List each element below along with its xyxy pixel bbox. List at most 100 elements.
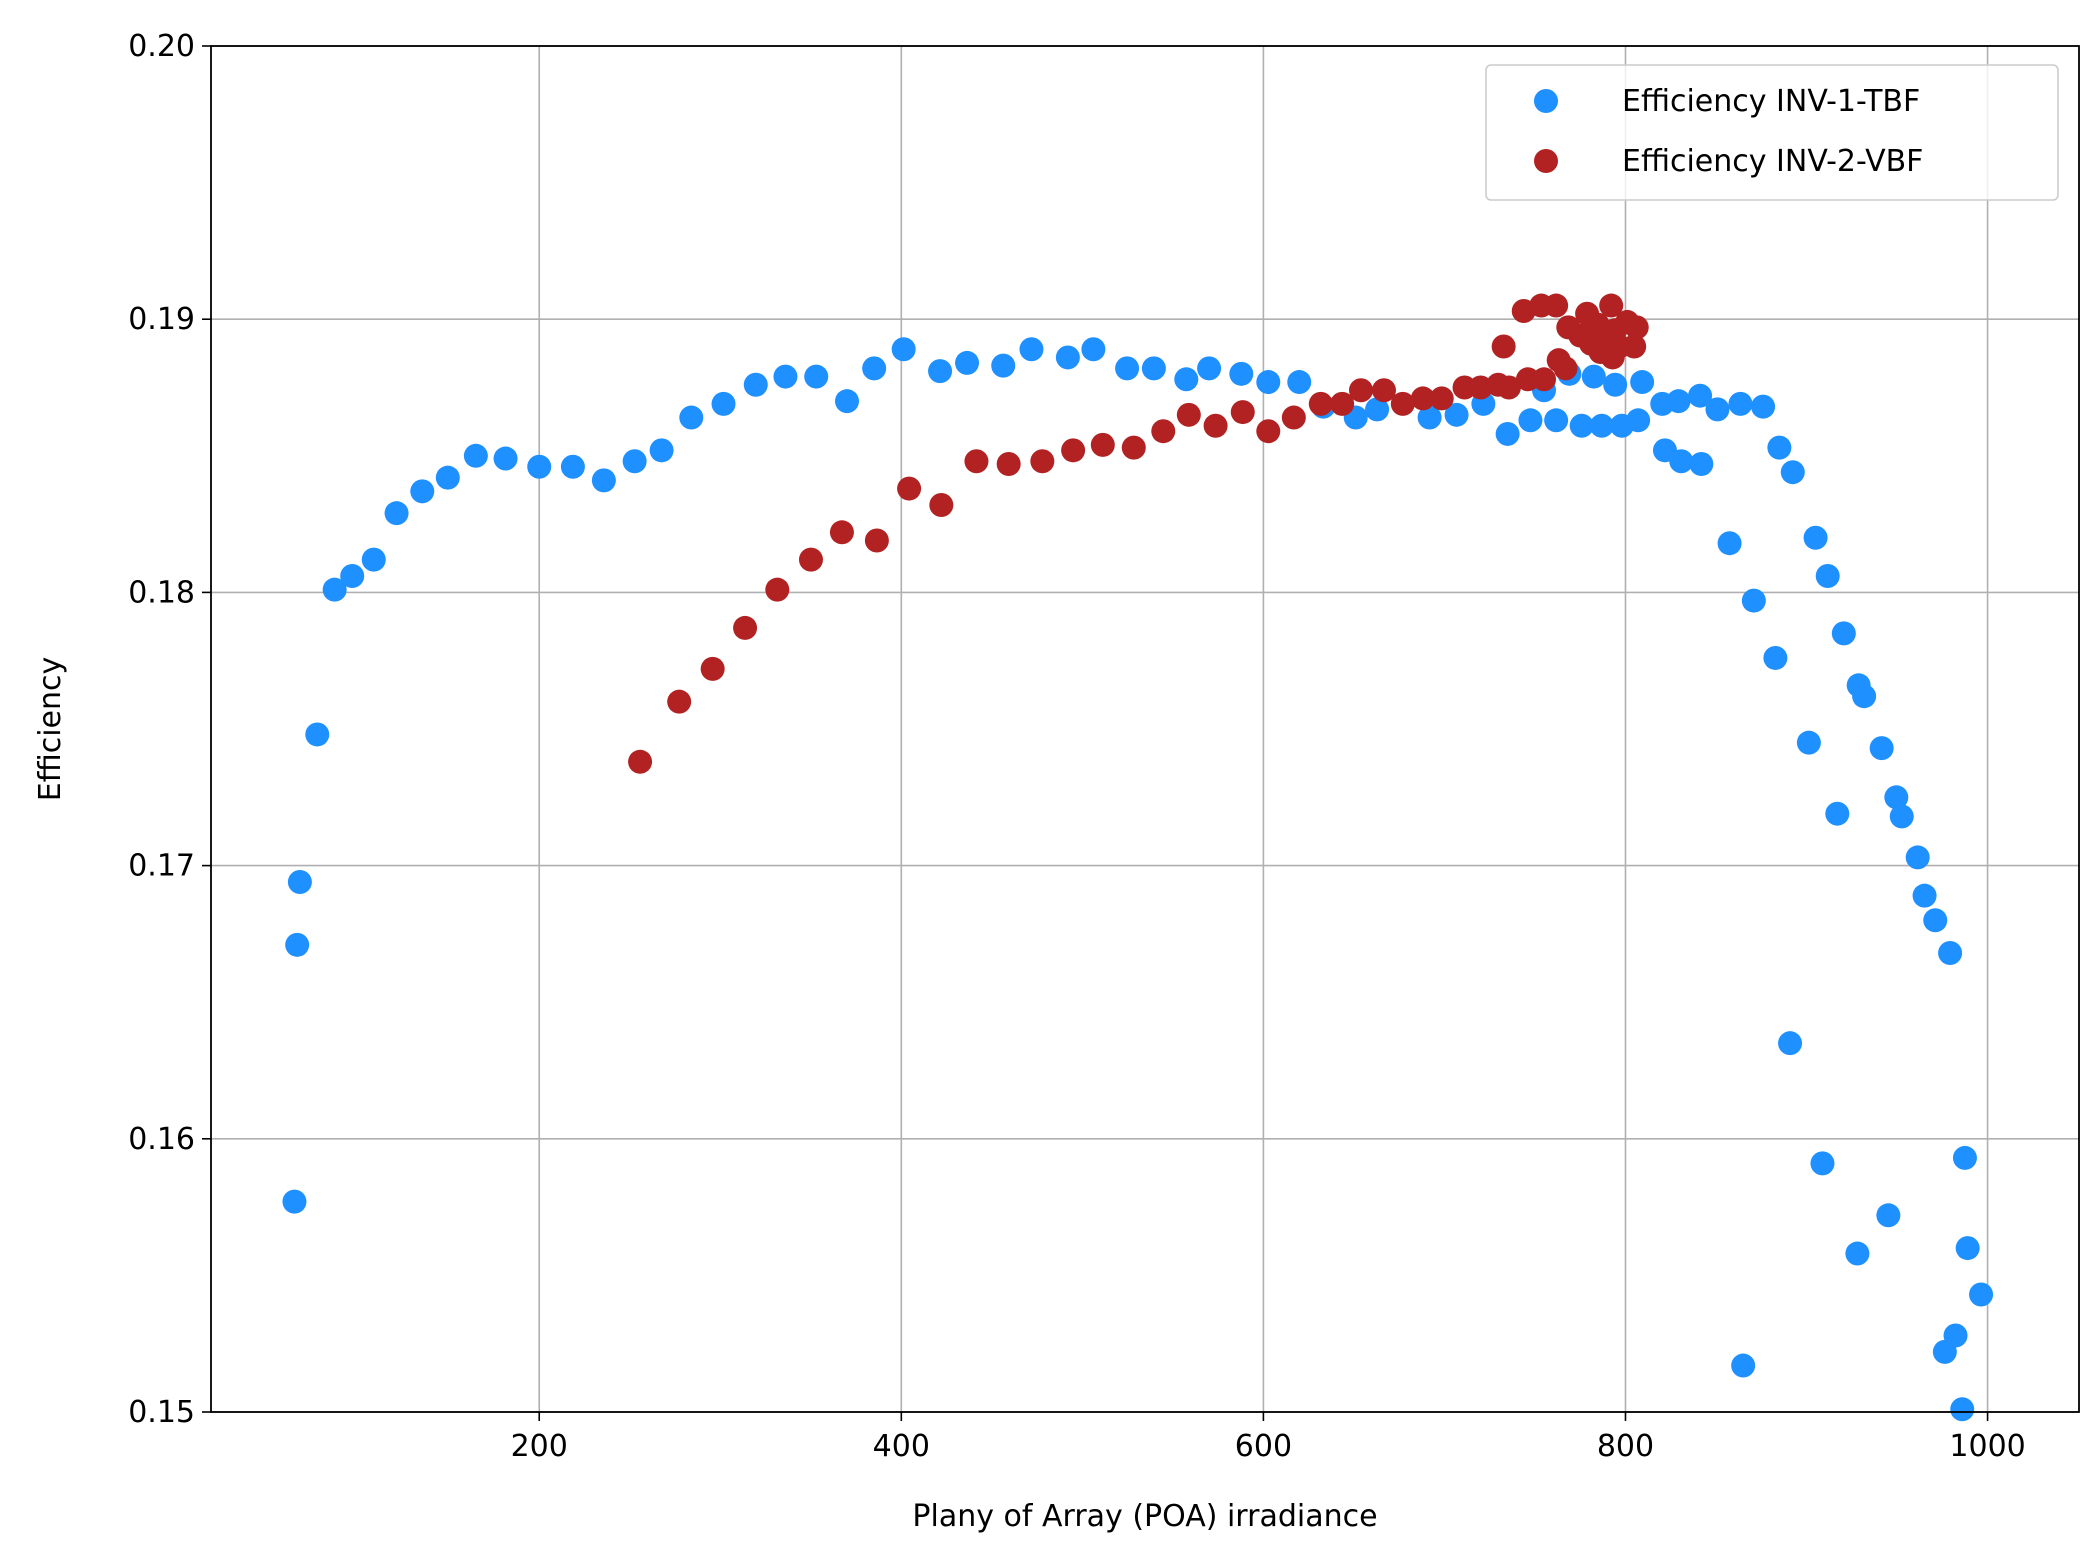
- point: [1938, 941, 1963, 966]
- point: [1666, 389, 1691, 414]
- point: [1371, 378, 1396, 403]
- point: [1061, 438, 1086, 463]
- point: [1741, 588, 1766, 613]
- x-tick-label: 1000: [1949, 1429, 2025, 1464]
- point: [1390, 391, 1415, 416]
- point: [1544, 293, 1569, 318]
- y-tick-label: 0.20: [128, 29, 195, 64]
- point: [1410, 386, 1435, 411]
- point: [1115, 356, 1140, 381]
- point: [1952, 1145, 1977, 1170]
- point: [1203, 413, 1228, 438]
- point: [1884, 785, 1909, 810]
- y-tick-label: 0.18: [128, 575, 195, 610]
- point: [1019, 337, 1044, 362]
- point: [1256, 370, 1281, 395]
- point: [1496, 375, 1521, 400]
- point: [862, 356, 887, 381]
- point: [1491, 334, 1516, 359]
- point: [1626, 408, 1651, 433]
- point: [1889, 804, 1914, 829]
- legend-box: [1485, 64, 2059, 201]
- point: [1468, 375, 1493, 400]
- point: [964, 449, 989, 474]
- point: [1197, 356, 1222, 381]
- y-tick-label: 0.19: [128, 302, 195, 337]
- point: [1969, 1282, 1994, 1307]
- point: [996, 451, 1021, 476]
- point: [1831, 621, 1856, 646]
- point: [1532, 367, 1557, 392]
- point: [493, 446, 518, 471]
- point: [773, 364, 798, 389]
- point: [435, 465, 460, 490]
- x-tick-label: 600: [1235, 1429, 1292, 1464]
- point: [1778, 1031, 1803, 1056]
- point: [1815, 564, 1840, 589]
- point: [1950, 1397, 1975, 1422]
- point: [1905, 845, 1930, 870]
- point: [1444, 402, 1469, 427]
- point: [1717, 531, 1742, 556]
- point: [1669, 449, 1694, 474]
- point: [667, 689, 692, 714]
- point: [1256, 419, 1281, 444]
- point: [829, 520, 854, 545]
- point: [527, 454, 552, 479]
- point: [1955, 1236, 1980, 1261]
- point: [1751, 394, 1776, 419]
- point: [628, 749, 653, 774]
- point: [1923, 908, 1948, 933]
- point: [1230, 400, 1255, 425]
- point: [891, 337, 916, 362]
- point: [1544, 408, 1569, 433]
- x-axis-label: Plany of Array (POA) irradiance: [912, 1499, 1377, 1534]
- point: [743, 372, 768, 397]
- point: [897, 476, 922, 501]
- point: [1728, 391, 1753, 416]
- legend-marker: [1534, 149, 1558, 173]
- point: [305, 722, 330, 747]
- point: [1689, 451, 1714, 476]
- point: [282, 1189, 307, 1214]
- point: [1688, 383, 1713, 408]
- point: [1622, 334, 1647, 359]
- point: [1731, 1353, 1756, 1378]
- point: [622, 449, 647, 474]
- point: [1569, 413, 1594, 438]
- point: [1281, 405, 1306, 430]
- y-tick-label: 0.15: [128, 1395, 195, 1430]
- point: [1810, 1151, 1835, 1176]
- point: [1912, 883, 1937, 908]
- point: [1090, 432, 1115, 457]
- point: [340, 564, 365, 589]
- point: [1417, 405, 1442, 430]
- point: [1176, 402, 1201, 427]
- point: [410, 479, 435, 504]
- legend-label: Efficiency INV-2-VBF: [1622, 144, 1923, 179]
- point: [1581, 364, 1606, 389]
- point: [1229, 361, 1254, 386]
- point: [1287, 370, 1312, 395]
- point: [1174, 367, 1199, 392]
- point: [1796, 730, 1821, 755]
- point: [991, 353, 1016, 378]
- point: [955, 350, 980, 375]
- point: [1943, 1323, 1968, 1348]
- x-tick-label: 200: [511, 1429, 568, 1464]
- point: [711, 391, 736, 416]
- point: [1055, 345, 1080, 370]
- point: [287, 869, 312, 894]
- point: [384, 501, 409, 526]
- point: [1705, 397, 1730, 422]
- plot-frame: [210, 45, 2080, 1413]
- legend-label: Efficiency INV-1-TBF: [1622, 84, 1920, 119]
- point: [560, 454, 585, 479]
- point: [1869, 736, 1894, 761]
- point: [1852, 684, 1877, 709]
- point: [765, 577, 790, 602]
- point: [1767, 435, 1792, 460]
- point: [649, 438, 674, 463]
- point: [1330, 391, 1355, 416]
